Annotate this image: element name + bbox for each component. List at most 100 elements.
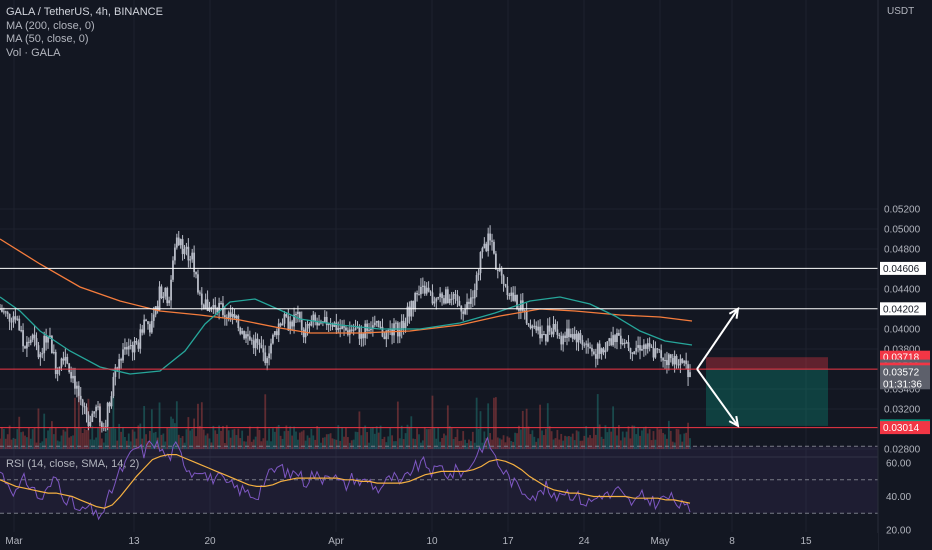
price-tag[interactable] [880,421,930,435]
ma200-line [0,238,693,334]
line-price-tag[interactable] [880,261,926,275]
candle-body [395,322,397,324]
volume-bar [10,439,13,449]
projection-arrow[interactable] [696,368,739,427]
volume-bar [633,425,636,449]
volume-bar [385,442,388,449]
price-axis[interactable]: USDT 0.05200 0.05000 0.04800 0.04400 0.04000 0… [877,0,932,550]
candle-body [45,335,48,343]
arrow-head[interactable] [728,415,740,428]
volume-bar [273,431,276,449]
stop-loss-zone[interactable] [706,357,828,370]
candle-body [667,354,670,366]
candle-body [518,308,520,311]
volume-bar [375,426,378,449]
candle-body [302,329,305,338]
volume-bar [241,430,244,449]
projection-arrows[interactable] [696,306,740,428]
volume-bar [220,430,222,449]
volume-bar [541,430,543,449]
candle-body [33,334,36,339]
volume-bar [343,436,345,449]
volume-bar [487,403,490,449]
volume-bar [681,441,684,449]
volume-bar [531,430,534,449]
volume-bar [581,440,584,449]
volume-bar [281,438,284,449]
time-axis[interactable]: Mar 13 20 Apr 10 17 24 May 8 15 [0,533,878,550]
candle-body [637,345,640,348]
price-tick-label: 0.05000 [884,225,921,236]
volume-bar [62,429,65,449]
volume-bar [464,439,467,449]
candle-body [350,329,353,331]
candle-body [554,323,557,330]
candle-body [420,286,422,295]
line-price-tag[interactable] [880,302,926,316]
ma50-legend[interactable]: MA (50, close, 0) [6,33,89,45]
candle-body [285,314,288,317]
candle-body [260,344,263,349]
volume-bar [485,438,488,449]
arrow-head[interactable] [728,306,740,319]
projection-arrow[interactable] [696,308,739,370]
volume-bar [279,435,282,449]
volume-bar [537,438,540,449]
symbol-title[interactable]: GALA / TetherUS, 4h, BINANCE [6,6,163,18]
horizontal-lines[interactable] [0,267,878,429]
candle-body [310,320,313,326]
candle-body [135,341,138,343]
candle-body [531,326,534,329]
candle-body [562,335,565,345]
candle-body [566,328,568,338]
volume-bar [621,431,624,449]
volume-bar [27,427,30,449]
volume-bar [391,435,393,449]
volume-bar [327,434,330,449]
volume-bar [50,421,53,449]
volume-legend[interactable]: Vol · GALA [6,46,61,59]
candle-body [327,322,330,326]
volume-bar [331,438,334,449]
volume-bar [687,422,689,449]
candle-body [371,325,374,330]
candle-body [337,328,340,331]
volume-bar [493,397,495,449]
candle-body [83,405,86,408]
rsi-tick-label: 40.00 [886,492,911,503]
volume-bar [312,435,315,449]
ma200-legend[interactable]: MA (200, close, 0) [6,19,95,32]
candle-body [156,306,159,311]
take-profit-zone[interactable] [706,369,828,426]
volume-bar [366,432,369,449]
volume-bar [594,434,597,449]
volume-bar [477,429,480,449]
volume-bar [320,442,322,449]
position-tool[interactable] [706,357,828,426]
volume-bar [127,433,130,449]
volume-bar [104,433,107,449]
candle-body [104,426,107,428]
price-tag[interactable] [880,365,930,390]
candle-body [127,346,130,350]
candle-body [54,352,57,375]
volume-bar [371,426,374,449]
volume-bar [314,439,317,449]
candle-body [68,363,71,373]
rsi-legend[interactable]: RSI (14, close, SMA, 14, 2) [6,458,140,470]
volume-bar [33,427,36,449]
candle-body [616,332,618,342]
volume-bar [639,435,641,449]
volume-bar [469,441,472,449]
candle-body [233,313,236,319]
volume-bar [302,430,305,449]
candle-body [177,237,180,246]
rsi-pane [0,436,878,521]
candle-body [635,347,638,352]
candle-body [164,287,167,297]
candle-body [200,293,203,305]
volume-bar [673,442,676,449]
volume-bar [596,394,599,449]
candle-body [612,335,615,346]
